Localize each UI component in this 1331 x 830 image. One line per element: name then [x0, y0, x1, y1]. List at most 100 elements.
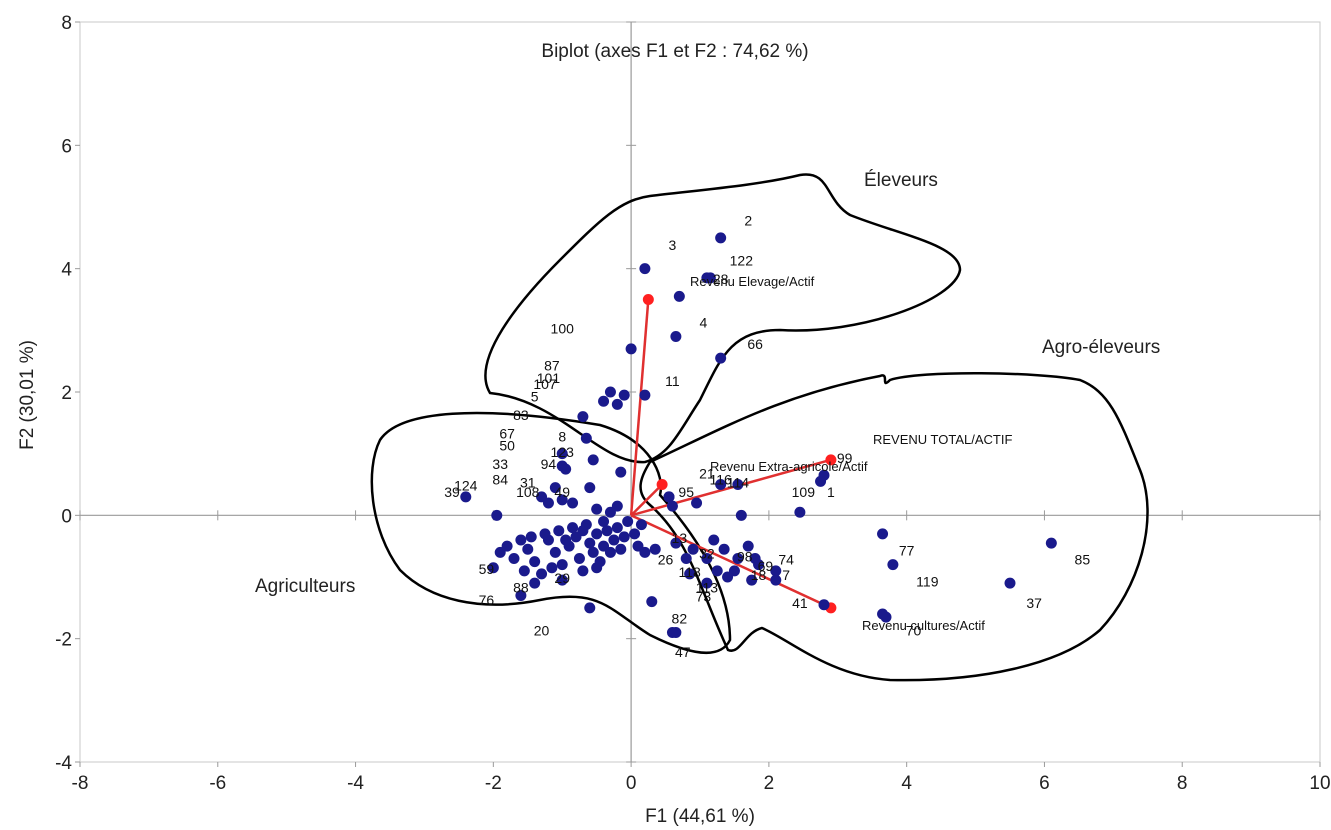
observation-point: [529, 577, 541, 589]
observation-point: [591, 562, 603, 574]
observation-point: [560, 534, 572, 546]
observation-label: 3: [669, 237, 677, 253]
x-axis-label: F1 (44,61 %): [645, 806, 755, 827]
observation-point: [732, 553, 744, 564]
observation-point: [549, 546, 561, 558]
observation-point: [577, 411, 589, 423]
observation-point: [556, 574, 568, 586]
agriculteurs-outline: [370, 411, 732, 654]
observation-point: [604, 546, 616, 558]
observation-point: [794, 506, 806, 518]
x-tick-label: -4: [347, 773, 364, 794]
y-tick-label: 6: [61, 136, 72, 157]
variable-label-revenu-elevage: Revenu Elevage/Actif: [690, 274, 815, 289]
observation-point: [718, 543, 730, 555]
observation-point: [735, 509, 747, 521]
observation-point: [684, 568, 696, 580]
observation-label: 76: [479, 592, 495, 608]
observation-point: [522, 543, 534, 555]
observation-label: 66: [747, 336, 763, 352]
observation-point: [542, 497, 554, 509]
y-axis-label: F2 (30,01 %): [17, 340, 38, 450]
x-tick-label: 10: [1309, 773, 1330, 794]
observation-label: 94: [541, 456, 557, 472]
observation-label: 119: [916, 573, 939, 589]
observation-point: [732, 479, 744, 490]
observation-point: [573, 553, 585, 564]
observation-label: 18: [751, 567, 767, 583]
observation-point: [715, 479, 727, 490]
observation-point: [711, 565, 723, 577]
observation-point: [567, 522, 579, 534]
observation-label: 49: [554, 484, 570, 500]
observation-label: 114: [727, 475, 750, 491]
observation-point: [553, 525, 565, 537]
observation-label: 124: [454, 478, 478, 494]
observation-point: [508, 553, 520, 564]
observation-point: [539, 528, 551, 540]
y-tick-label: -2: [55, 630, 72, 651]
observation-point: [622, 516, 634, 527]
observation-point: [580, 432, 592, 444]
observation-point: [666, 627, 678, 638]
observation-label: 116: [710, 472, 733, 488]
observation-point: [1045, 537, 1057, 549]
observation-point: [815, 475, 827, 487]
observation-label: 7: [782, 567, 790, 583]
observation-point: [701, 577, 713, 589]
x-tick-label: 2: [764, 773, 775, 794]
observation-point: [670, 537, 682, 549]
observation-point: [556, 559, 568, 571]
observation-point: [742, 540, 754, 552]
observation-point: [556, 494, 568, 506]
observation-point: [577, 565, 589, 577]
observation-point: [770, 565, 782, 577]
observation-point: [877, 528, 889, 540]
observation-point: [611, 398, 623, 410]
observation-point: [546, 562, 558, 574]
observation-label: 20: [534, 623, 550, 639]
observation-point: [680, 553, 692, 564]
observation-point: [587, 454, 599, 466]
observation-point: [618, 531, 630, 543]
observation-point: [598, 516, 610, 527]
observation-point: [501, 540, 513, 552]
observation-label: 32: [699, 546, 715, 562]
observation-point: [584, 537, 596, 549]
observation-label: 95: [678, 484, 694, 500]
agro-eleveurs-outline: [639, 372, 1149, 682]
x-tick-label: -6: [209, 773, 226, 794]
observation-point: [649, 543, 661, 555]
observation-point: [584, 482, 596, 494]
observation-point: [549, 482, 561, 494]
observation-point: [1004, 577, 1016, 589]
observation-point: [515, 590, 527, 601]
observation-point: [556, 448, 568, 460]
observation-label: 39: [444, 484, 460, 500]
observation-point: [611, 522, 623, 534]
observation-label: 26: [658, 552, 674, 568]
y-tick-label: -4: [55, 753, 72, 774]
observation-point: [639, 263, 651, 275]
observation-label: 85: [1075, 552, 1091, 568]
observation-label: 99: [837, 450, 853, 466]
observation-point: [753, 559, 765, 571]
x-tick-label: 6: [1039, 773, 1050, 794]
observation-label: 69: [758, 558, 774, 574]
observation-point: [715, 352, 727, 364]
observation-point: [529, 556, 541, 568]
observation-point: [598, 395, 610, 407]
observation-label: 70: [906, 623, 922, 639]
group-label-eleveurs: Éleveurs: [864, 170, 938, 191]
observation-label: 67: [499, 425, 515, 441]
group-label-agro-eleveurs: Agro-éleveurs: [1042, 337, 1160, 358]
observation-point: [491, 509, 503, 521]
observation-label: 100: [551, 320, 575, 336]
x-tick-label: 8: [1177, 773, 1188, 794]
y-tick-label: 2: [61, 383, 72, 404]
group-label-agriculteurs: Agriculteurs: [255, 576, 355, 597]
observation-point: [722, 571, 734, 583]
observation-label: 11: [665, 373, 680, 389]
observation-point: [608, 534, 620, 546]
